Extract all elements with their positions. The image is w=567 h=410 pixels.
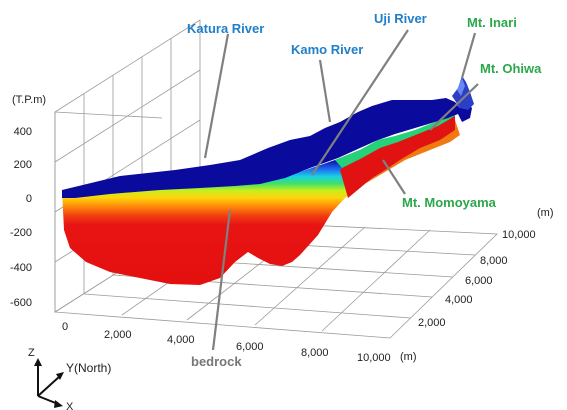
surface-layer [62,98,472,198]
y-tick-4000: 4,000 [445,294,473,306]
x-tick-2000: 2,000 [104,329,132,341]
y-tick-8000: 8,000 [480,255,508,267]
z-tick-neg200: -200 [10,227,32,239]
mt-ohiwa-label: Mt. Ohiwa [480,61,542,76]
compass-y-arrow [37,375,61,397]
x-tick-6000: 6,000 [236,341,264,353]
sedimentary-layers-body [62,142,375,285]
mt-momoyama-label: Mt. Momoyama [402,195,497,210]
z-tick-200: 200 [14,159,32,171]
y-tick-10000: 10,000 [502,229,536,241]
compass-z-label: Z [28,347,35,359]
floor-grid [53,219,498,339]
y-tick-2000: 2,000 [418,317,446,329]
z-tick-400: 400 [14,126,32,138]
z-tick-neg400: -400 [10,262,32,274]
compass-y-arrowhead [56,372,64,380]
bedrock-ridge [340,114,455,198]
z-axis-unit: (T.P.m) [12,94,46,106]
green-band-east [335,110,455,168]
y-axis-ticks: 2,000 4,000 6,000 8,000 10,000 (m) [418,207,554,329]
mt-inari-label: Mt. Inari [467,15,517,30]
mt-inari-peak [452,76,474,110]
x-tick-8000: 8,000 [301,347,329,359]
compass-y-label: Y(North) [66,361,111,375]
compass-x-label: X [66,401,74,410]
x-tick-0: 0 [62,321,68,333]
x-tick-10000: 10,000 [357,352,391,364]
leader-lines [203,29,479,351]
compass-z-arrowhead [34,358,42,366]
y-tick-6000: 6,000 [465,275,493,287]
kamo-river-label: Kamo River [291,42,363,57]
z-tick-neg600: -600 [10,297,32,309]
z-axis-ticks: 400 200 0 -200 -400 -600 [10,126,32,309]
bedrock-label: bedrock [191,354,242,369]
compass-x-arrowhead [54,400,63,408]
y-axis-unit: (m) [537,207,554,219]
front-frame [54,111,163,312]
katura-river-label: Katura River [187,21,264,36]
x-axis-ticks: 0 2,000 4,000 6,000 8,000 10,000 (m) [62,321,417,364]
orientation-compass: Z Y(North) X [28,347,111,410]
mt-inari-peak-light [457,78,465,96]
x-axis-unit: (m) [400,351,417,363]
uji-river-label: Uji River [374,11,427,26]
x-tick-4000: 4,000 [167,334,195,346]
z-tick-0: 0 [26,193,32,205]
